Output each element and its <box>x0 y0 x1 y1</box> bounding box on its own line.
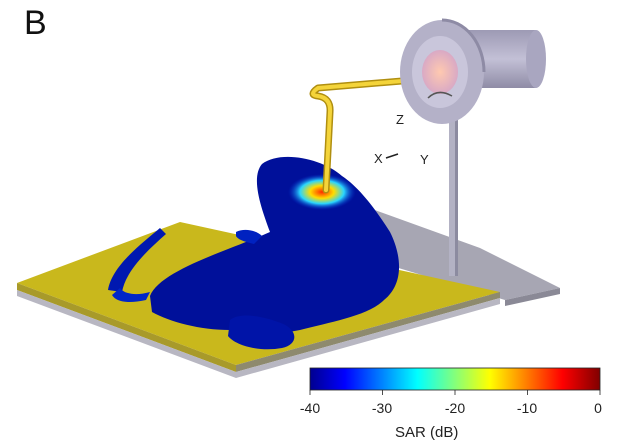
colorbar-tick: -40 <box>299 400 321 416</box>
axis-label-x: X <box>374 151 383 166</box>
colorbar <box>309 367 601 395</box>
axis-label-y: Y <box>420 152 429 167</box>
panel-label: B <box>24 4 47 42</box>
phantom-body <box>108 156 400 350</box>
colorbar-tick: -30 <box>371 400 393 416</box>
colorbar-tick: 0 <box>594 400 602 416</box>
coil-assembly <box>400 18 546 124</box>
colorbar-label: SAR (dB) <box>395 424 459 441</box>
axis-indicator <box>385 153 399 159</box>
axis-label-z: Z <box>396 112 404 127</box>
mount-plate <box>358 204 560 306</box>
colorbar-tick: -10 <box>516 400 538 416</box>
colorbar-tick: -20 <box>444 400 466 416</box>
